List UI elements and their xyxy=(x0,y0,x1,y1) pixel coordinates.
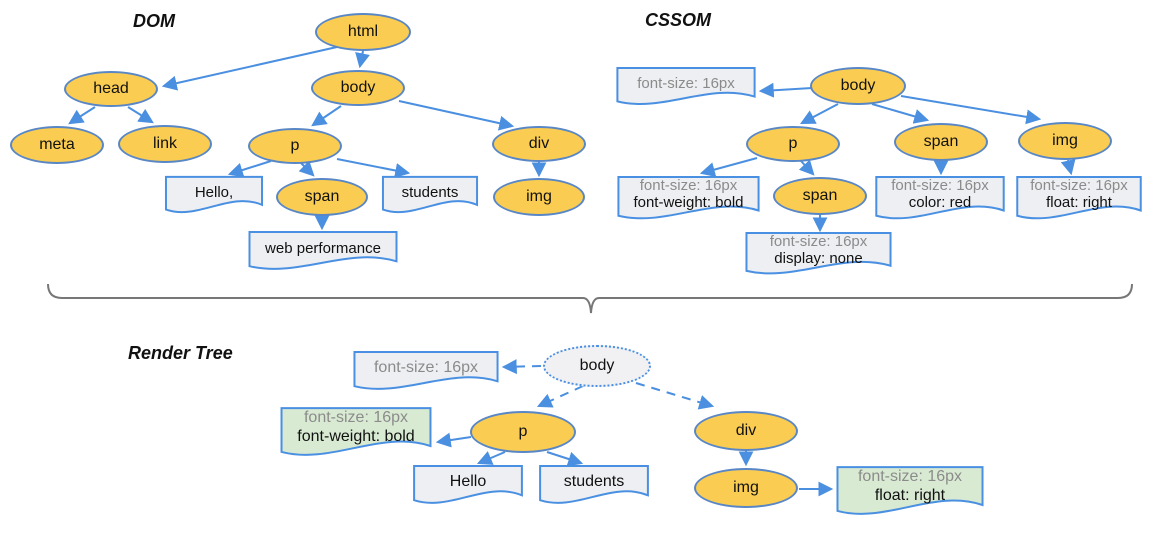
dom-node-meta: meta xyxy=(10,126,104,164)
render-node-img: img xyxy=(694,468,798,508)
cssom-rule-span: font-size: 16px color: red xyxy=(875,176,1005,222)
document-shape xyxy=(280,407,432,459)
cssom-title: CSSOM xyxy=(645,10,712,30)
rule-line: font-size: 16px xyxy=(891,177,989,195)
document-shape xyxy=(836,466,984,518)
edge-head-link xyxy=(127,106,154,124)
render-rule-p: font-size: 16px font-weight: bold xyxy=(280,407,432,459)
edge-cssom-body-p xyxy=(800,103,839,125)
cssom-rule-span-nested: font-size: 16px display: none xyxy=(745,232,892,277)
rule-line: font-size: 16px xyxy=(639,177,738,195)
cssom-rule-p: font-size: 16px font-weight: bold xyxy=(617,176,760,222)
rule-line: float: right xyxy=(1046,194,1112,212)
cssom-node-span: span xyxy=(894,123,988,161)
document-shape xyxy=(875,176,1005,222)
edge-render-body-div xyxy=(635,382,715,410)
document-shape xyxy=(165,176,263,217)
edge-html-body xyxy=(355,50,370,69)
edge-cssom-p-rule xyxy=(699,157,758,177)
text-node-label: web performance xyxy=(265,239,381,257)
render-tree-title: Render Tree xyxy=(128,343,233,363)
edge-p-hello xyxy=(227,160,272,178)
document-shape xyxy=(248,231,398,274)
document-shape xyxy=(616,67,756,109)
dom-title: DOM xyxy=(133,11,175,31)
document-shape xyxy=(1016,176,1142,222)
document-shape xyxy=(745,232,892,277)
edge-p-students xyxy=(336,158,411,178)
render-node-body: body xyxy=(543,345,651,387)
edge-cssom-body-img xyxy=(900,95,1042,125)
dom-textnode-web-performance: web performance xyxy=(248,231,398,274)
dom-node-head: head xyxy=(64,71,158,107)
text-node-label: Hello, xyxy=(194,183,234,201)
edge-cssom-body-rule xyxy=(758,82,813,98)
rule-line: font-weight: bold xyxy=(633,194,744,212)
dom-node-img: img xyxy=(493,178,585,216)
edge-render-p-students xyxy=(546,451,584,467)
rule-line: display: none xyxy=(774,250,863,267)
dom-textnode-students: students xyxy=(382,176,478,217)
text-node-label: Hello xyxy=(449,473,487,490)
render-node-div: div xyxy=(694,411,798,451)
render-rule-body: font-size: 16px xyxy=(353,351,499,394)
rule-line: font-size: 16px xyxy=(303,409,409,427)
render-rule-img: font-size: 16px float: right xyxy=(836,466,984,518)
text-node-label: students xyxy=(563,473,625,490)
edge-render-body-p xyxy=(536,385,584,408)
edge-render-p-rule xyxy=(435,432,472,448)
dom-node-html: html xyxy=(315,13,411,51)
text-node-label: students xyxy=(401,183,459,201)
cssom-rule-body: font-size: 16px xyxy=(616,67,756,109)
edge-render-p-hello xyxy=(476,451,506,465)
document-shape xyxy=(617,176,760,222)
document-shape xyxy=(382,176,478,217)
rule-line: font-size: 16px xyxy=(373,359,479,376)
render-textnode-hello: Hello xyxy=(413,465,523,508)
cssom-rule-img: font-size: 16px float: right xyxy=(1016,176,1142,222)
dom-node-span: span xyxy=(276,178,368,216)
cssom-node-body: body xyxy=(810,67,906,105)
edge-p-span xyxy=(298,160,315,177)
edge-cssom-img-rule xyxy=(1060,158,1076,176)
rule-line: font-size: 16px xyxy=(1030,177,1128,195)
dom-node-p: p xyxy=(248,128,342,164)
document-shape xyxy=(413,465,523,508)
cssom-node-img: img xyxy=(1018,122,1112,160)
dom-node-body: body xyxy=(311,70,405,106)
edge-render-body-rule xyxy=(501,359,542,375)
document-shape xyxy=(353,351,499,394)
edge-body-div xyxy=(398,100,515,131)
edge-cssom-body-span xyxy=(871,103,930,124)
edge-head-meta xyxy=(68,106,96,125)
dom-node-div: div xyxy=(492,126,586,162)
combine-brace xyxy=(47,283,1133,314)
render-textnode-students: students xyxy=(539,465,649,508)
cssom-node-p: p xyxy=(746,126,840,162)
edge-body-p xyxy=(311,105,342,127)
render-node-p: p xyxy=(470,411,576,453)
rule-line: font-size: 16px xyxy=(857,468,963,486)
dom-textnode-hello: Hello, xyxy=(165,176,263,217)
cssom-node-span-nested: span xyxy=(773,177,867,215)
dom-node-link: link xyxy=(118,125,212,163)
edge-html-head xyxy=(161,46,338,91)
rule-line: font-weight: bold xyxy=(297,427,415,445)
rule-line: float: right xyxy=(874,486,946,504)
rule-line: font-size: 16px xyxy=(637,75,735,93)
document-shape xyxy=(539,465,649,508)
edge-cssom-p-span xyxy=(798,159,815,176)
rule-line: color: red xyxy=(908,194,972,212)
rule-line: font-size: 16px xyxy=(769,232,868,250)
